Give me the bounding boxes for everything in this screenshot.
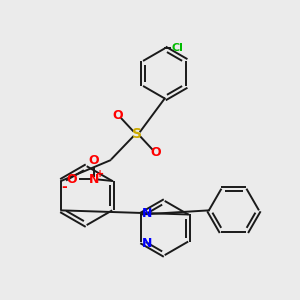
Text: N: N [141,236,152,250]
Text: +: + [96,169,104,178]
Text: O: O [112,109,123,122]
Text: S: S [132,127,142,141]
Text: O: O [88,154,99,167]
Text: N: N [141,206,152,220]
Text: Cl: Cl [171,44,183,53]
Text: N: N [89,173,99,186]
Text: O: O [151,146,161,159]
Text: O: O [66,173,76,186]
Text: -: - [61,180,68,194]
